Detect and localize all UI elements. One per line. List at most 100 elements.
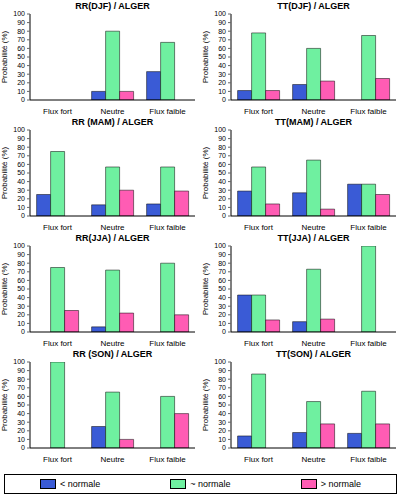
svg-text:100: 100 (214, 10, 226, 17)
svg-text:80: 80 (17, 144, 25, 151)
svg-text:80: 80 (218, 144, 226, 151)
svg-text:100: 100 (13, 10, 25, 17)
svg-text:40: 40 (17, 294, 25, 301)
svg-text:90: 90 (17, 367, 25, 374)
svg-text:Neutre: Neutre (100, 455, 125, 462)
svg-text:Probabilité (%): Probabilité (%) (201, 146, 210, 199)
svg-text:50: 50 (17, 401, 25, 408)
svg-text:30: 30 (218, 71, 226, 78)
svg-text:60: 60 (17, 161, 25, 168)
svg-text:60: 60 (17, 45, 25, 52)
svg-text:80: 80 (218, 376, 226, 383)
svg-text:Flux fort: Flux fort (43, 223, 73, 230)
svg-text:100: 100 (13, 358, 25, 365)
svg-text:70: 70 (17, 384, 25, 391)
svg-text:60: 60 (218, 45, 226, 52)
svg-text:30: 30 (218, 303, 226, 310)
svg-text:50: 50 (17, 169, 25, 176)
svg-text:60: 60 (218, 161, 226, 168)
svg-text:60: 60 (218, 277, 226, 284)
svg-text:90: 90 (17, 251, 25, 258)
svg-text:Flux fort: Flux fort (43, 107, 73, 114)
svg-text:20: 20 (17, 311, 25, 318)
svg-text:80: 80 (218, 28, 226, 35)
svg-text:50: 50 (218, 53, 226, 60)
svg-text:90: 90 (17, 135, 25, 142)
svg-text:70: 70 (218, 152, 226, 159)
svg-text:70: 70 (17, 268, 25, 275)
svg-text:20: 20 (17, 79, 25, 86)
svg-text:0: 0 (222, 328, 226, 335)
svg-text:30: 30 (17, 419, 25, 426)
svg-text:20: 20 (17, 195, 25, 202)
svg-text:80: 80 (218, 260, 226, 267)
svg-text:40: 40 (218, 62, 226, 69)
svg-text:Neutre: Neutre (301, 107, 326, 114)
svg-text:30: 30 (218, 419, 226, 426)
svg-text:Flux fort: Flux fort (244, 223, 274, 230)
svg-text:0: 0 (21, 444, 25, 451)
svg-text:60: 60 (218, 393, 226, 400)
svg-text:0: 0 (222, 212, 226, 219)
svg-text:50: 50 (17, 53, 25, 60)
svg-text:Probabilité (%): Probabilité (%) (8, 378, 9, 431)
svg-text:80: 80 (17, 260, 25, 267)
svg-text:100: 100 (13, 126, 25, 133)
svg-text:10: 10 (218, 436, 226, 443)
svg-text:100: 100 (214, 242, 226, 249)
svg-text:90: 90 (218, 135, 226, 142)
svg-text:0: 0 (21, 96, 25, 103)
svg-text:90: 90 (17, 19, 25, 26)
svg-text:90: 90 (218, 367, 226, 374)
svg-text:Neutre: Neutre (301, 223, 326, 230)
svg-text:60: 60 (17, 393, 25, 400)
svg-text:0: 0 (21, 328, 25, 335)
svg-text:10: 10 (218, 204, 226, 211)
svg-text:20: 20 (218, 79, 226, 86)
svg-text:0: 0 (222, 444, 226, 451)
svg-text:30: 30 (218, 187, 226, 194)
svg-text:Neutre: Neutre (301, 339, 326, 346)
svg-text:10: 10 (17, 320, 25, 327)
svg-text:20: 20 (17, 427, 25, 434)
svg-text:Flux faible: Flux faible (350, 223, 387, 230)
svg-text:100: 100 (214, 126, 226, 133)
svg-text:40: 40 (218, 410, 226, 417)
svg-text:Flux fort: Flux fort (43, 455, 73, 462)
svg-text:Neutre: Neutre (100, 107, 125, 114)
svg-text:0: 0 (21, 212, 25, 219)
svg-text:Flux fort: Flux fort (43, 339, 73, 346)
svg-text:90: 90 (218, 19, 226, 26)
svg-text:40: 40 (218, 178, 226, 185)
svg-text:70: 70 (17, 36, 25, 43)
svg-text:70: 70 (17, 152, 25, 159)
svg-text:Flux fort: Flux fort (244, 107, 274, 114)
svg-text:50: 50 (218, 401, 226, 408)
svg-text:100: 100 (214, 358, 226, 365)
svg-text:Neutre: Neutre (100, 339, 125, 346)
svg-text:Flux faible: Flux faible (149, 455, 186, 462)
svg-text:Probabilité (%): Probabilité (%) (201, 262, 210, 315)
svg-text:Flux fort: Flux fort (244, 455, 274, 462)
svg-text:50: 50 (17, 285, 25, 292)
svg-text:80: 80 (17, 28, 25, 35)
svg-text:30: 30 (17, 303, 25, 310)
svg-text:40: 40 (17, 178, 25, 185)
svg-text:40: 40 (17, 62, 25, 69)
svg-text:10: 10 (218, 88, 226, 95)
svg-text:70: 70 (218, 268, 226, 275)
svg-text:100: 100 (13, 242, 25, 249)
svg-text:10: 10 (218, 320, 226, 327)
svg-text:Neutre: Neutre (100, 223, 125, 230)
svg-text:Probabilité (%): Probabilité (%) (8, 30, 9, 83)
svg-text:60: 60 (17, 277, 25, 284)
svg-text:40: 40 (218, 294, 226, 301)
svg-text:30: 30 (17, 71, 25, 78)
svg-text:70: 70 (218, 36, 226, 43)
svg-text:20: 20 (218, 311, 226, 318)
svg-text:Flux faible: Flux faible (149, 339, 186, 346)
svg-text:Flux faible: Flux faible (149, 223, 186, 230)
svg-text:Flux fort: Flux fort (244, 339, 274, 346)
svg-text:10: 10 (17, 88, 25, 95)
svg-text:Probabilité (%): Probabilité (%) (8, 262, 9, 315)
